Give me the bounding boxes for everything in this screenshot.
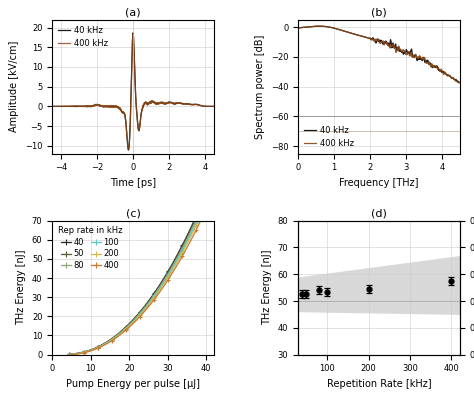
- Title: (c): (c): [126, 208, 140, 219]
- 400 kHz: [417, 55, 423, 59]
- 40 kHz: [84, 104, 90, 109]
- Legend: 40 kHz, 400 kHz: 40 kHz, 400 kHz: [302, 124, 356, 149]
- Legend: 40 kHz, 400 kHz: 40 kHz, 400 kHz: [56, 24, 109, 49]
- 400 kHz: [211, 104, 217, 109]
- 40 kHz: [316, 24, 322, 28]
- Line: 400 kHz: 400 kHz: [52, 35, 214, 149]
- Line: 400 kHz: 400 kHz: [298, 26, 460, 83]
- 400 kHz: [116, 106, 122, 110]
- 400 kHz: [59, 104, 64, 109]
- X-axis label: Repetition Rate [kHz]: Repetition Rate [kHz]: [327, 379, 431, 389]
- Line: 40 kHz: 40 kHz: [52, 33, 214, 150]
- 40 kHz: [211, 104, 217, 109]
- 40 kHz: [417, 57, 423, 62]
- 400 kHz: [110, 104, 116, 109]
- 400 kHz: [324, 24, 330, 29]
- 40 kHz: [115, 105, 121, 110]
- 40 kHz: [116, 106, 122, 110]
- 400 kHz: [160, 101, 165, 106]
- 40 kHz: [403, 47, 409, 52]
- X-axis label: Pump Energy per pulse [μJ]: Pump Energy per pulse [μJ]: [66, 379, 200, 389]
- 40 kHz: [49, 104, 55, 109]
- 400 kHz: [457, 80, 463, 85]
- Title: (b): (b): [371, 7, 387, 18]
- 400 kHz: [130, 32, 136, 37]
- 400 kHz: [456, 80, 462, 85]
- 40 kHz: [456, 80, 462, 85]
- Line: 40 kHz: 40 kHz: [298, 26, 460, 83]
- 40 kHz: [324, 24, 330, 29]
- 400 kHz: [49, 104, 55, 109]
- 400 kHz: [295, 26, 301, 30]
- 40 kHz: [59, 104, 64, 109]
- 400 kHz: [403, 51, 409, 56]
- 40 kHz: [337, 28, 343, 32]
- Y-axis label: THz Energy [nJ]: THz Energy [nJ]: [16, 250, 26, 325]
- X-axis label: Time [ps]: Time [ps]: [110, 178, 156, 188]
- 40 kHz: [126, 148, 131, 152]
- 40 kHz: [369, 37, 374, 41]
- Title: (d): (d): [371, 208, 387, 219]
- Y-axis label: Spectrum power [dB]: Spectrum power [dB]: [255, 35, 265, 139]
- 400 kHz: [391, 43, 397, 47]
- Legend: 40, 50, 80, 100, 200, 400: 40, 50, 80, 100, 200, 400: [56, 225, 124, 271]
- 40 kHz: [160, 100, 165, 105]
- 400 kHz: [316, 24, 322, 28]
- 40 kHz: [295, 26, 301, 30]
- 400 kHz: [369, 37, 374, 41]
- X-axis label: Frequency [THz]: Frequency [THz]: [339, 178, 419, 188]
- 400 kHz: [84, 104, 90, 109]
- Y-axis label: THz Energy [nJ]: THz Energy [nJ]: [262, 250, 272, 325]
- 400 kHz: [337, 28, 343, 32]
- 40 kHz: [457, 80, 463, 85]
- Y-axis label: Amplitude [kV/cm]: Amplitude [kV/cm]: [9, 41, 19, 132]
- 40 kHz: [391, 43, 397, 48]
- 400 kHz: [115, 104, 121, 109]
- 400 kHz: [126, 147, 131, 151]
- Title: (a): (a): [125, 7, 141, 18]
- 40 kHz: [130, 30, 136, 35]
- 40 kHz: [110, 104, 116, 109]
